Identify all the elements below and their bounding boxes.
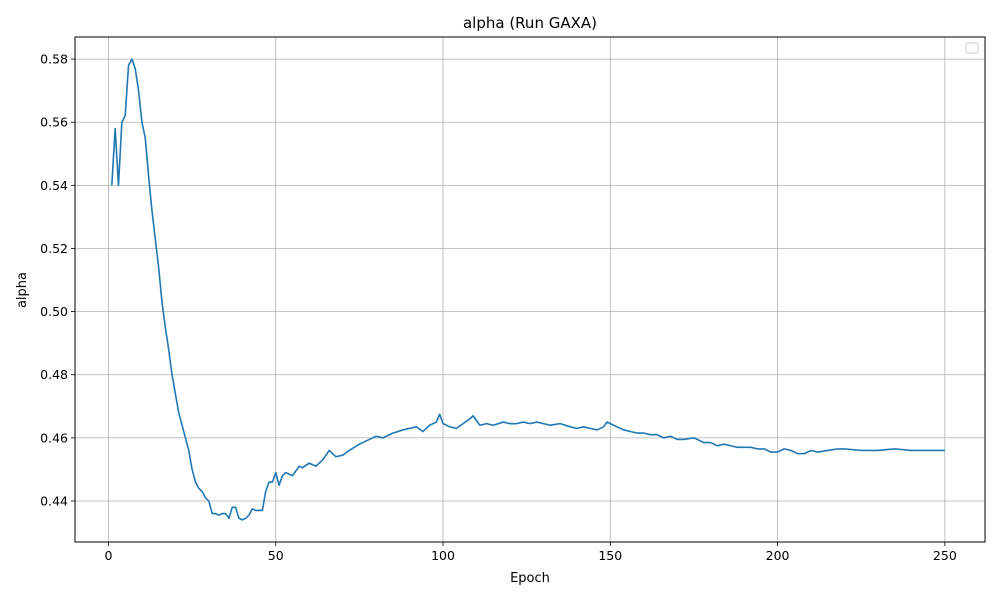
grid-lines: [75, 37, 985, 542]
y-tick-label: 0.50: [40, 304, 68, 319]
y-tick-label: 0.52: [40, 241, 68, 256]
series-line-0: [111, 58, 945, 521]
x-axis-ticks: 0 50 100 150 200 250: [104, 542, 957, 563]
plot-area-frame: [74, 36, 986, 543]
y-tick-label: 0.56: [40, 115, 68, 130]
x-tick-label: 200: [766, 548, 790, 563]
chart-title: alpha (Run GAXA): [463, 14, 597, 32]
y-tick-label: 0.48: [40, 367, 68, 382]
y-axis-ticks: 0.44 0.46 0.48 0.50 0.52 0.54 0.56 0.58: [40, 52, 75, 508]
x-tick-label: 250: [933, 548, 957, 563]
legend-box: [965, 42, 979, 54]
x-tick-label: 150: [598, 548, 622, 563]
series-layer: [111, 58, 945, 521]
y-axis-label: alpha: [15, 272, 30, 308]
y-tick-label: 0.54: [40, 178, 68, 193]
y-tick-label: 0.46: [40, 430, 68, 445]
x-tick-label: 0: [104, 548, 112, 563]
x-tick-label: 50: [268, 548, 284, 563]
y-tick-label: 0.44: [40, 493, 68, 508]
x-axis-label: Epoch: [510, 571, 550, 586]
x-tick-label: 100: [431, 548, 455, 563]
y-tick-label: 0.58: [40, 52, 68, 67]
